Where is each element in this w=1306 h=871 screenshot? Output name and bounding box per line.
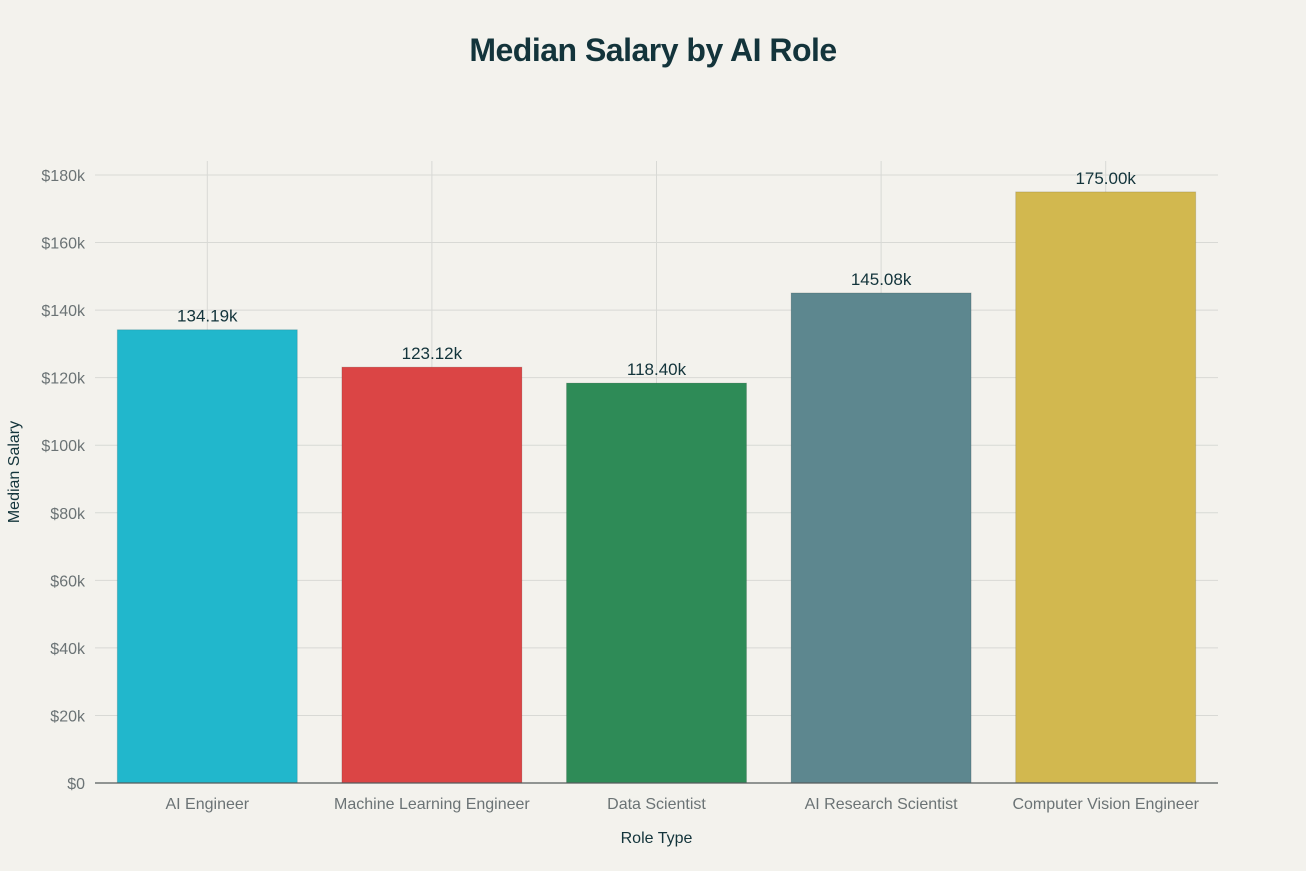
y-tick-label: $20k	[50, 708, 86, 725]
x-tick-label: Data Scientist	[607, 796, 706, 813]
x-tick-label: AI Engineer	[165, 796, 249, 813]
bar-data-label: 134.19k	[177, 307, 238, 326]
bar	[341, 366, 523, 784]
x-axis-title: Role Type	[621, 830, 693, 847]
bar-data-label: 118.40k	[627, 360, 687, 379]
y-tick-label: $120k	[41, 371, 86, 388]
bar	[566, 382, 747, 784]
bar-data-label: 175.00k	[1075, 169, 1136, 188]
bar	[116, 329, 298, 784]
bar	[790, 292, 972, 784]
y-tick-label: $140k	[41, 303, 86, 320]
y-tick-label: $0	[67, 776, 85, 793]
bars	[116, 191, 1197, 784]
x-tick-label: Machine Learning Engineer	[334, 796, 530, 813]
x-tick-label: AI Research Scientist	[805, 796, 959, 813]
y-tick-label: $160k	[41, 236, 86, 253]
x-tick-label: Computer Vision Engineer	[1012, 796, 1199, 813]
y-tick-label: $100k	[41, 438, 86, 455]
labels: $0 $20k $40k $60k $80k $100k $120k $140k $160k $1…	[41, 168, 1199, 813]
y-tick-label: $180k	[41, 168, 86, 185]
y-axis-title: Median Salary	[6, 421, 23, 523]
bar	[1015, 191, 1197, 784]
bar-data-label: 123.12k	[402, 344, 463, 363]
chart-title: Median Salary by AI Role	[469, 32, 837, 68]
y-tick-label: $60k	[50, 573, 86, 590]
bar-data-label: 145.08k	[851, 270, 912, 289]
y-tick-label: $80k	[50, 506, 86, 523]
y-tick-label: $40k	[50, 641, 86, 658]
